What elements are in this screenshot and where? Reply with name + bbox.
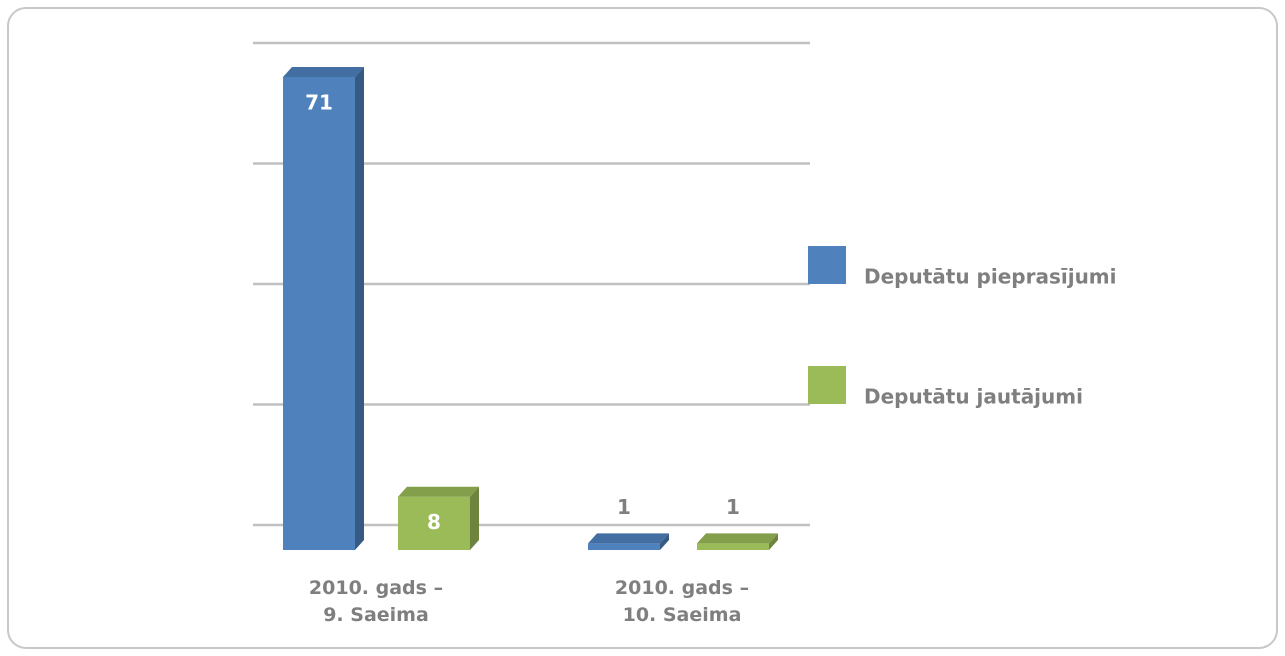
bar-top — [398, 486, 479, 497]
bar-side — [769, 533, 778, 550]
bar-top — [283, 66, 364, 77]
bar — [697, 543, 769, 550]
bar — [283, 76, 355, 551]
frame — [7, 7, 1278, 649]
legend-swatch — [808, 366, 846, 404]
bar-top — [697, 533, 778, 544]
x-tick-label: 2010. gads – 10. Saeima — [614, 577, 750, 626]
legend-label: Deputātu jautājumi — [864, 385, 1083, 409]
legend-label: Deputātu pieprasījumi — [864, 265, 1117, 289]
data-label: 8 — [427, 510, 441, 534]
bar-side — [660, 533, 669, 550]
bar — [398, 496, 470, 550]
data-label: 1 — [726, 495, 740, 519]
legend-swatch — [808, 246, 846, 284]
bar-side — [470, 486, 479, 550]
data-label: 71 — [305, 90, 333, 114]
data-label: 1 — [617, 495, 631, 519]
bar-side — [355, 66, 364, 551]
x-tick-label: 2010. gads – 9. Saeima — [308, 577, 444, 626]
bar-top — [588, 533, 669, 544]
bar — [588, 543, 660, 550]
